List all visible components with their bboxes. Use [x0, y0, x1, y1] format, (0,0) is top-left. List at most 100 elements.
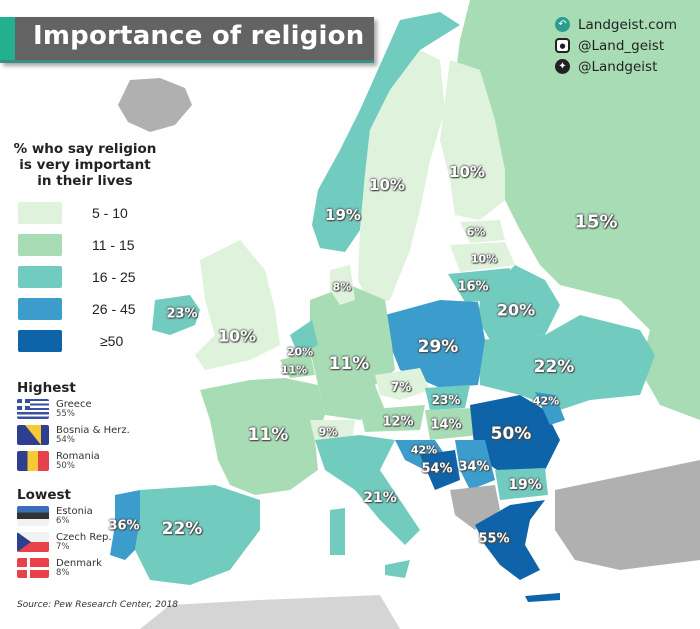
region-belgium [280, 352, 315, 378]
label-ireland: 23% [166, 306, 198, 322]
region-greece [475, 500, 545, 580]
twitter-link[interactable]: ✦ @Landgeist [555, 56, 677, 77]
label-bosnia: 54% [421, 461, 453, 477]
region-sicily [385, 560, 410, 578]
bosnia-flag-icon [17, 425, 49, 445]
legend-swatch [18, 298, 62, 320]
label-austria: 12% [382, 414, 414, 430]
region-north-africa-no-data [140, 595, 400, 629]
label-latvia: 10% [470, 252, 498, 266]
region-spain [135, 485, 260, 585]
label-sweden: 10% [369, 176, 405, 194]
label-belgium: 11% [280, 363, 308, 377]
legend-item: 26 - 45 [10, 293, 160, 325]
region-ireland [152, 295, 200, 335]
region-italy [315, 435, 420, 545]
legend-swatch [18, 234, 62, 256]
label-poland: 29% [417, 337, 459, 357]
rank-value: 55% [56, 409, 75, 419]
instagram-text: @Land_geist [578, 37, 665, 54]
legend-item: 11 - 15 [10, 229, 160, 261]
region-hungary [425, 408, 480, 440]
region-serbia [455, 440, 495, 490]
source-note: Source: Pew Research Center, 2018 [17, 600, 179, 610]
legend-label: 5 - 10 [92, 205, 128, 221]
romania-flag-icon [17, 451, 49, 471]
label-greece: 55% [478, 531, 510, 547]
legend-item: 16 - 25 [10, 261, 160, 293]
rank-value: 6% [56, 516, 70, 526]
legend-swatch [18, 202, 62, 224]
region-netherlands [290, 320, 318, 355]
region-norway [312, 12, 460, 252]
label-switzerland: 9% [318, 425, 338, 439]
region-bulgaria [495, 468, 548, 500]
rank-value: 50% [56, 461, 75, 471]
region-sweden [358, 50, 445, 305]
rank-country: Czech Rep. [56, 532, 112, 543]
label-netherlands: 20% [286, 345, 314, 359]
legend-item: 5 - 10 [10, 197, 160, 229]
label-russia: 15% [574, 211, 618, 233]
label-hungary: 14% [430, 417, 462, 433]
legend-title-line: in their lives [37, 173, 133, 189]
highest-item: Bosnia & Herz. 54% [17, 425, 130, 451]
rank-value: 7% [56, 542, 70, 552]
region-belarus [478, 265, 560, 340]
label-croatia: 42% [410, 443, 438, 457]
page-title: Importance of religion [33, 21, 365, 51]
twitter-text: @Landgeist [578, 58, 658, 75]
rank-country: Denmark [56, 558, 102, 569]
legend-item: ≥50 [10, 325, 160, 357]
region-czech [375, 368, 430, 400]
label-spain: 22% [161, 519, 203, 539]
highest-item: Romania 50% [17, 451, 130, 477]
label-serbia: 34% [458, 459, 490, 475]
rank-value: 8% [56, 568, 70, 578]
region-germany [310, 285, 395, 420]
region-ukraine [478, 315, 655, 410]
region-portugal [110, 490, 140, 560]
rank-country: Greece [56, 399, 92, 410]
legend-title-line: % who say religion [13, 141, 157, 157]
region-iceland [118, 78, 192, 132]
website-link[interactable]: ↶ Landgeist.com [555, 14, 677, 35]
region-france [200, 378, 325, 495]
rank-country: Romania [56, 451, 100, 462]
highest-list: Highest Greece 55% Bosnia & Herz. 54% Roma… [17, 380, 130, 477]
region-crete [525, 593, 560, 602]
label-estonia: 6% [466, 225, 486, 239]
legend-title-line: is very important [19, 157, 151, 173]
label-uk: 10% [217, 326, 257, 346]
estonia-flag-icon [17, 506, 49, 526]
rank-value: 54% [56, 435, 75, 445]
label-bulgaria: 19% [508, 477, 542, 493]
legend-label: 16 - 25 [92, 269, 136, 285]
greece-flag-icon [17, 399, 49, 419]
twitter-icon: ✦ [555, 59, 570, 74]
label-czech: 7% [390, 380, 412, 394]
legend-title: % who say religion is very important in … [10, 141, 160, 189]
legend: % who say religion is very important in … [10, 141, 160, 357]
label-belarus: 20% [496, 300, 536, 320]
region-turkey-no-data [555, 460, 700, 570]
legend-swatch [18, 330, 62, 352]
region-poland [385, 300, 485, 388]
rank-country: Estonia [56, 506, 93, 517]
label-italy: 21% [363, 490, 397, 506]
label-lithuania: 16% [457, 279, 489, 295]
label-germany: 11% [328, 354, 370, 374]
czech-flag-icon [17, 532, 49, 552]
instagram-icon: ● [555, 38, 570, 53]
label-moldova: 42% [532, 394, 560, 408]
region-bosnia [420, 450, 460, 490]
label-slovakia: 23% [431, 393, 461, 407]
label-ukraine: 22% [533, 357, 575, 377]
label-portugal: 36% [108, 518, 140, 534]
title-banner: Importance of religion [0, 17, 374, 63]
region-austria [360, 405, 425, 432]
social-links: ↶ Landgeist.com ● @Land_geist ✦ @Landgei… [555, 14, 677, 77]
instagram-link[interactable]: ● @Land_geist [555, 35, 677, 56]
region-moldova [535, 392, 565, 425]
